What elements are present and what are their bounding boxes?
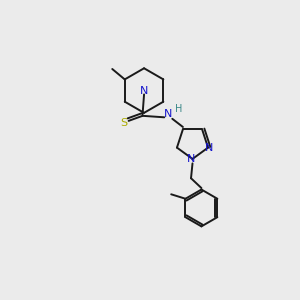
Text: S: S — [121, 118, 128, 128]
Text: N: N — [205, 142, 214, 153]
Text: N: N — [164, 109, 172, 119]
Text: N: N — [187, 154, 195, 164]
Text: N: N — [140, 85, 148, 96]
Text: H: H — [175, 104, 182, 114]
